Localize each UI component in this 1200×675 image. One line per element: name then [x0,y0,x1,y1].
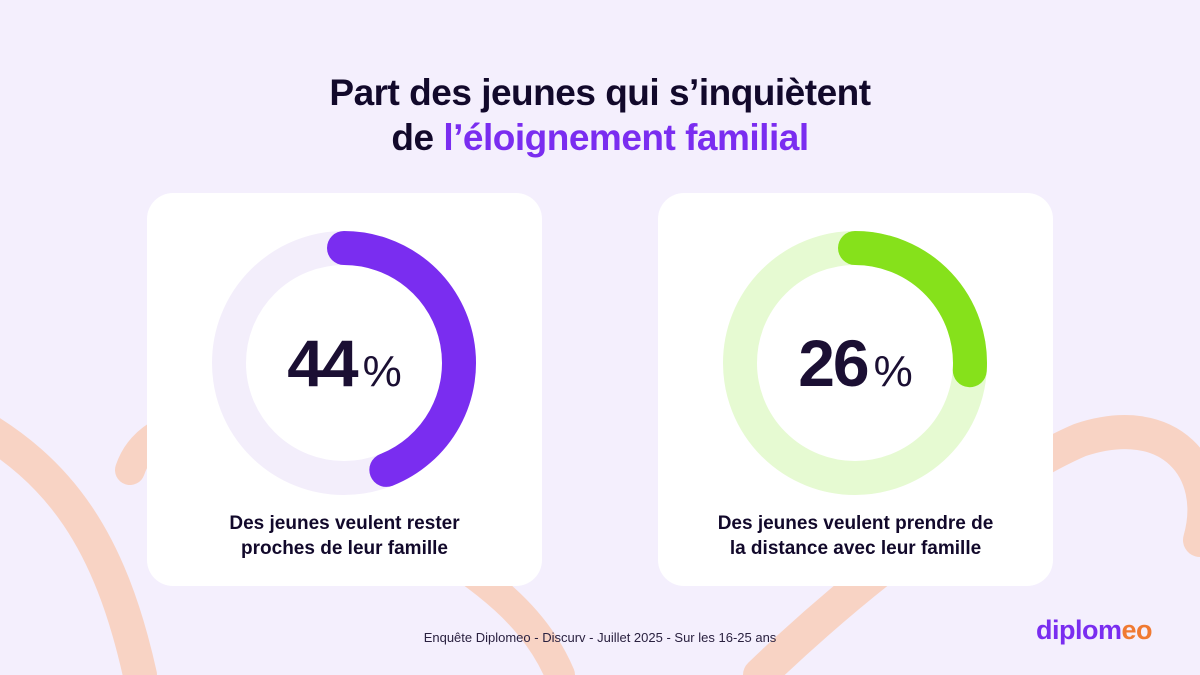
logo-part-2: eo [1121,615,1153,645]
caption-line-2: proches de leur famille [241,538,448,559]
percentage-number: 44 [287,326,358,400]
title-line-2: de l’éloignement familial [0,115,1200,160]
title-highlight: l’éloignement familial [443,117,809,158]
percentage-symbol: % [362,347,402,396]
page-title: Part des jeunes qui s’inquiètent de l’él… [0,70,1200,160]
percentage-number: 26 [798,326,869,400]
caption-line-1: Des jeunes veulent prendre de [717,513,994,534]
source-footnote: Enquête Diplomeo - Discurv - Juillet 202… [423,630,777,645]
donut-chart-take-distance [723,231,987,495]
logo-part-1: diplom [1036,615,1122,645]
stat-card-stay-close: 44% Des jeunes veulent rester proches de… [147,193,542,586]
title-prefix: de [391,117,444,158]
stat-caption: Des jeunes veulent prendre de la distanc… [678,511,1033,561]
diplomeo-logo: diplomeo [1036,615,1153,646]
percentage-symbol: % [873,347,913,396]
stat-caption: Des jeunes veulent rester proches de leu… [167,511,522,561]
title-line-1: Part des jeunes qui s’inquiètent [329,72,871,113]
donut-chart-stay-close [212,231,476,495]
donut-arc [327,231,476,487]
caption-line-1: Des jeunes veulent rester [229,513,460,534]
caption-line-2: la distance avec leur famille [729,538,982,559]
decor-curve-left [0,418,157,675]
stat-card-take-distance: 26% Des jeunes veulent prendre de la dis… [658,193,1053,586]
donut-arc [838,231,987,388]
percentage-value: 26% [658,328,1053,417]
percentage-value: 44% [147,328,542,417]
